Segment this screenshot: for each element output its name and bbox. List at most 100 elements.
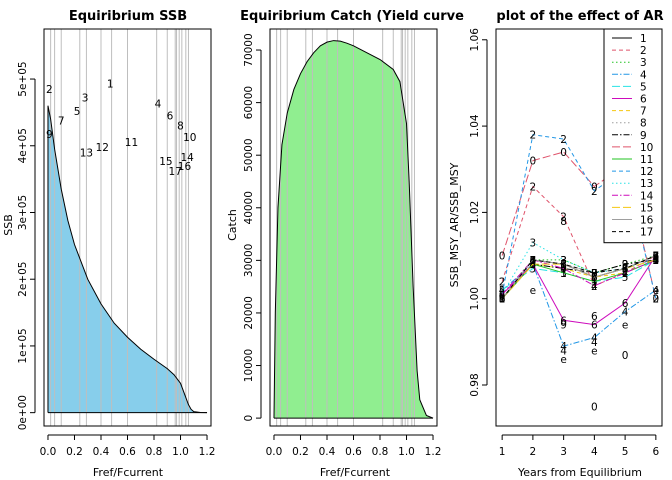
ar-legend-label: 16 — [640, 215, 654, 227]
catch-x-tick-label: 0.0 — [266, 446, 283, 458]
ar-series-marker: 5 — [622, 263, 629, 275]
ar-legend-label: 4 — [640, 69, 647, 81]
ar-series-marker: 3 — [560, 255, 567, 267]
ssb-point-label: 2 — [46, 84, 53, 96]
ar-extra-marker: 8 — [560, 216, 567, 228]
ar-y-tick-label: 1.04 — [469, 114, 481, 138]
ssb-point-label: 15 — [159, 156, 172, 168]
ssb-x-tick-label: 1.2 — [199, 446, 216, 458]
ar-y-axis-label: SSB_MSY_AR/SSB_MSY — [448, 162, 461, 287]
ar-extra-marker: 9 — [560, 320, 567, 332]
ssb-y-tick-label: 2e+05 — [17, 262, 29, 297]
ar-extra-marker: 0 — [591, 402, 598, 414]
ar-legend-label: 1 — [640, 33, 647, 45]
ar-series-marker: 6 — [622, 298, 629, 310]
ar-series-marker: 1 — [530, 255, 537, 267]
catch-curve-line — [273, 40, 434, 419]
ar-series-marker: 4 — [591, 333, 598, 345]
ssb-point-label: 1 — [107, 79, 114, 91]
ar-panel-title: plot of the effect of AR — [496, 9, 663, 24]
ssb-y-tick-label: 3e+05 — [17, 195, 29, 230]
ssb-panel-title: Equiribrium SSB — [69, 9, 187, 24]
ar-series-marker: 3 — [653, 251, 660, 263]
ar-series-marker: 3 — [622, 263, 629, 275]
ar-y-tick-label: 1.06 — [469, 28, 481, 52]
ar-series-marker: 1 — [560, 268, 567, 280]
ar-series-marker: 1 — [530, 259, 537, 271]
ar-extra-marker: 0 — [622, 350, 629, 362]
ar-series-marker: 4 — [653, 255, 660, 267]
ar-series-marker: 4 — [499, 289, 506, 301]
catch-y-tick-label: 0 — [243, 415, 255, 422]
ar-series-marker: 5 — [499, 285, 506, 297]
catch-plot-frame — [269, 28, 438, 427]
ssb-x-axis-label: Fref/Fcurrent — [93, 466, 164, 479]
ar-series-marker: 8 — [591, 268, 598, 280]
ar-extra-marker: 4 — [591, 337, 598, 349]
ssb-x-tick-label: 0.2 — [66, 446, 83, 458]
ar-series-marker: 3 — [499, 289, 506, 301]
ar-legend-label: 9 — [640, 130, 647, 142]
ar-series-marker: 5 — [530, 259, 537, 271]
ar-x-tick-label: 6 — [653, 446, 660, 458]
ssb-x-tick-label: 0.4 — [93, 446, 110, 458]
ar-series-marker: 4 — [530, 255, 537, 267]
ar-series-marker: 8 — [560, 259, 567, 271]
catch-panel: Equiribrium Catch (Yield curve Fref/Fcur… — [226, 9, 464, 479]
ar-series-marker: 2 — [622, 268, 629, 280]
ar-extra-marker: e — [591, 345, 597, 357]
ar-series-marker: 1 — [622, 268, 629, 280]
ar-series-marker: 7 — [499, 294, 506, 306]
ar-legend-label: 12 — [640, 166, 653, 178]
ar-series-marker: 6 — [653, 251, 660, 263]
ar-series-marker: 3 — [653, 255, 660, 267]
ar-extra-marker: e — [622, 320, 628, 332]
ar-extra-marker: e — [653, 285, 659, 297]
ssb-point-label: 17 — [169, 166, 182, 178]
ar-series-marker: 3 — [591, 268, 598, 280]
ar-series-marker: 5 — [591, 276, 598, 288]
ar-series-marker: 0 — [591, 182, 598, 194]
ssb-x-tick-label: 0.6 — [119, 446, 136, 458]
ssb-curve-line — [47, 105, 208, 414]
ar-series-marker: 2 — [591, 186, 598, 198]
ar-series-marker: 2 — [560, 134, 567, 146]
ar-series-marker: 8 — [499, 294, 506, 306]
ar-series-marker: 4 — [560, 341, 567, 353]
ar-series-marker: 8 — [653, 251, 660, 263]
ssb-point-label: 4 — [155, 99, 162, 111]
ar-legend-label: 6 — [640, 94, 647, 106]
ssb-point-label: 5 — [74, 106, 81, 118]
ar-legend-label: 14 — [640, 190, 654, 202]
ar-series-marker: 9 — [499, 294, 506, 306]
ar-legend-label: 15 — [640, 202, 653, 214]
ar-series-marker: 7 — [653, 251, 660, 263]
ar-series-marker: 6 — [653, 251, 660, 263]
catch-y-tick-label: 40000 — [243, 191, 255, 224]
catch-y-tick-label: 50000 — [243, 138, 255, 171]
ar-series-marker: 7 — [653, 255, 660, 267]
catch-plot-area: 0.0 0.2 0.4 0.6 0.8 1.0 1.2 0 10000 20000 30000 400… — [243, 29, 441, 458]
ar-series-marker: 9 — [591, 268, 598, 280]
ar-series-marker: 2 — [499, 289, 506, 301]
ar-series-marker: 7 — [591, 272, 598, 284]
ar-series-line — [501, 263, 657, 347]
ar-series-marker: 9 — [530, 259, 537, 271]
ar-series-marker: 8 — [622, 263, 629, 275]
ssb-y-tick-label: 5e+05 — [17, 61, 29, 96]
ar-legend-label: 17 — [640, 227, 653, 239]
ar-extra-marker: 6 — [653, 255, 660, 267]
ar-x-tick-label: 5 — [622, 446, 629, 458]
ar-series-marker: 7 — [622, 263, 629, 275]
ar-extra-marker: 4 — [560, 345, 567, 357]
ar-series-marker: 1 — [560, 259, 567, 271]
ar-series-marker: 2 — [591, 281, 598, 293]
catch-x-tick-label: 0.4 — [319, 446, 336, 458]
ssb-point-label: 3 — [82, 93, 89, 105]
ar-series-marker: 2 — [530, 182, 537, 194]
catch-x-tick-label: 0.6 — [345, 446, 362, 458]
ar-x-tick-label: 4 — [591, 446, 598, 458]
